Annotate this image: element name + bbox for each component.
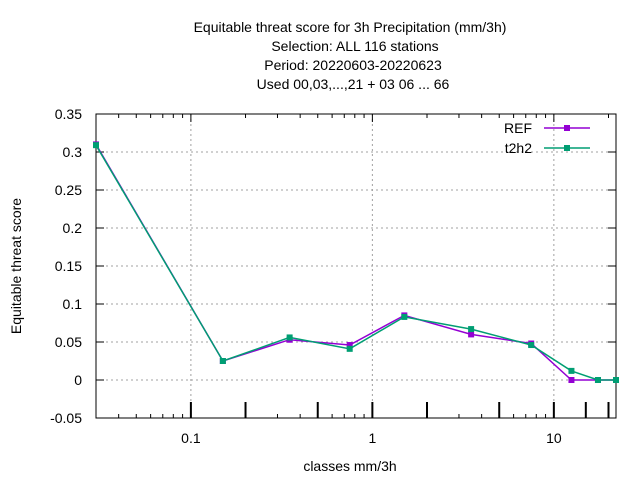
title-line-2: Selection: ALL 116 stations (271, 38, 438, 54)
x-tick-label: 0.1 (181, 430, 201, 446)
legend-swatch-marker (564, 125, 570, 131)
x-axis-label: classes mm/3h (303, 458, 396, 474)
x-tick-label: 10 (546, 430, 562, 446)
x-tick-labels: 0.1 1 10 (181, 430, 562, 446)
legend: REF t2h2 (504, 120, 590, 156)
data-point-ref (346, 342, 353, 349)
y-tick-label: 0.2 (63, 220, 83, 236)
y-tick-label: 0 (74, 372, 82, 388)
data-point-t2h2 (286, 334, 293, 341)
grid-lines (96, 114, 616, 418)
y-tick-labels: -0.05 0 0.05 0.1 0.15 0.2 0.25 0.3 0.35 (50, 106, 82, 426)
chart-title: Equitable threat score for 3h Precipitat… (194, 19, 507, 92)
data-point-ref (568, 377, 575, 383)
data-point-t2h2 (219, 358, 226, 364)
data-point-ref (468, 331, 475, 338)
data-point-t2h2 (594, 377, 601, 383)
title-line-1: Equitable threat score for 3h Precipitat… (194, 19, 507, 35)
y-tick-label: 0.1 (63, 296, 83, 312)
y-axis-label: Equitable threat score (8, 198, 24, 334)
legend-label-t2h2: t2h2 (505, 140, 532, 156)
legend-swatch-marker (564, 145, 570, 151)
data-point-t2h2 (401, 313, 408, 320)
data-point-t2h2 (93, 142, 99, 149)
data-point-t2h2 (468, 326, 475, 333)
series-line-t2h2 (95, 144, 616, 381)
title-line-3: Period: 20220603-20220623 (264, 57, 442, 73)
data-point-t2h2 (568, 367, 575, 374)
legend-label-ref: REF (504, 120, 532, 136)
series-line-ref (95, 144, 616, 381)
x-tick-label: 1 (368, 430, 376, 446)
y-tick-label: 0.25 (55, 182, 82, 198)
y-tick-label: -0.05 (50, 410, 82, 426)
y-tick-label: 0.05 (55, 334, 82, 350)
series-group (93, 141, 619, 383)
y-tick-label: 0.35 (55, 106, 82, 122)
y-tick-label: 0.15 (55, 258, 82, 274)
data-point-t2h2 (346, 345, 353, 352)
data-point-t2h2 (613, 377, 619, 383)
data-point-t2h2 (528, 342, 535, 349)
y-tick-label: 0.3 (63, 144, 83, 160)
title-line-4: Used 00,03,...,21 + 03 06 ... 66 (257, 76, 450, 92)
